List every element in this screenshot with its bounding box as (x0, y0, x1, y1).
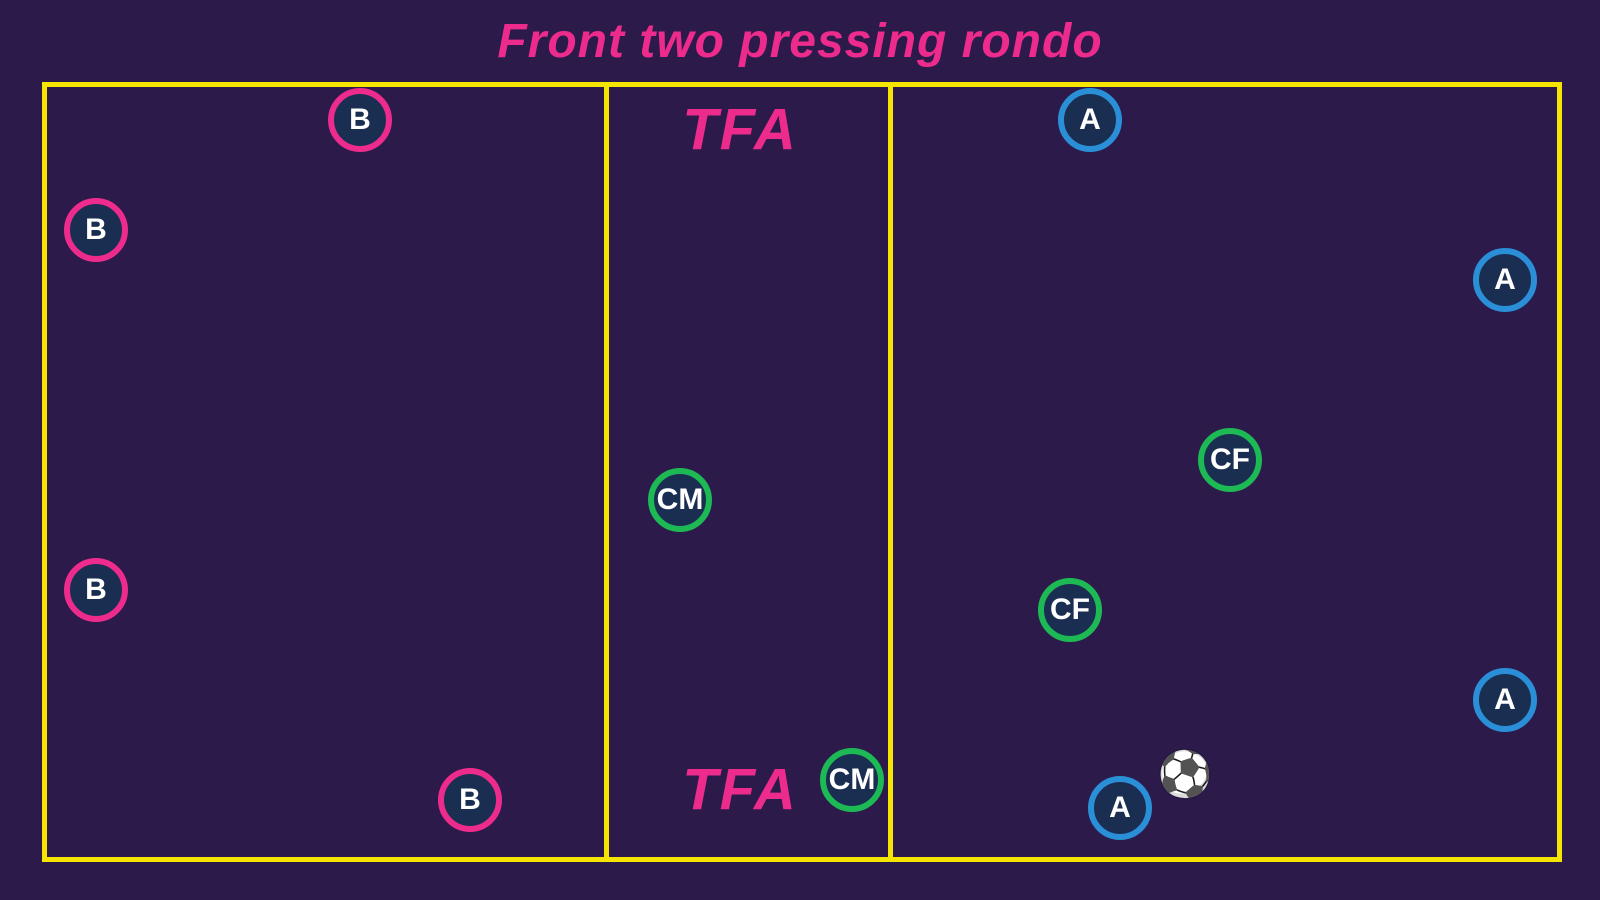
diagram-stage: Front two pressing rondo TFA TFA B B B B… (0, 0, 1600, 900)
pitch-outline (42, 82, 1562, 862)
player-label: CF (1210, 443, 1250, 477)
player-a-4: A (1088, 776, 1152, 840)
diagram-title: Front two pressing rondo (0, 14, 1600, 69)
player-cm-1: CM (648, 468, 712, 532)
watermark-bottom: TFA (682, 757, 798, 824)
player-label: A (1494, 263, 1516, 297)
player-cm-2: CM (820, 748, 884, 812)
player-label: B (85, 573, 107, 607)
player-a-2: A (1473, 248, 1537, 312)
player-b-4: B (438, 768, 502, 832)
pitch-divider-1 (604, 82, 609, 862)
player-cf-1: CF (1198, 428, 1262, 492)
player-cf-2: CF (1038, 578, 1102, 642)
player-label: CM (829, 763, 876, 797)
player-b-1: B (328, 88, 392, 152)
player-a-1: A (1058, 88, 1122, 152)
player-label: B (85, 213, 107, 247)
player-b-2: B (64, 198, 128, 262)
pitch-divider-2 (888, 82, 893, 862)
player-label: CF (1050, 593, 1090, 627)
player-label: CM (657, 483, 704, 517)
player-a-3: A (1473, 668, 1537, 732)
watermark-top: TFA (682, 97, 798, 164)
player-label: B (349, 103, 371, 137)
ball-icon: ⚽ (1158, 753, 1213, 797)
player-b-3: B (64, 558, 128, 622)
player-label: A (1079, 103, 1101, 137)
player-label: A (1109, 791, 1131, 825)
player-label: A (1494, 683, 1516, 717)
player-label: B (459, 783, 481, 817)
